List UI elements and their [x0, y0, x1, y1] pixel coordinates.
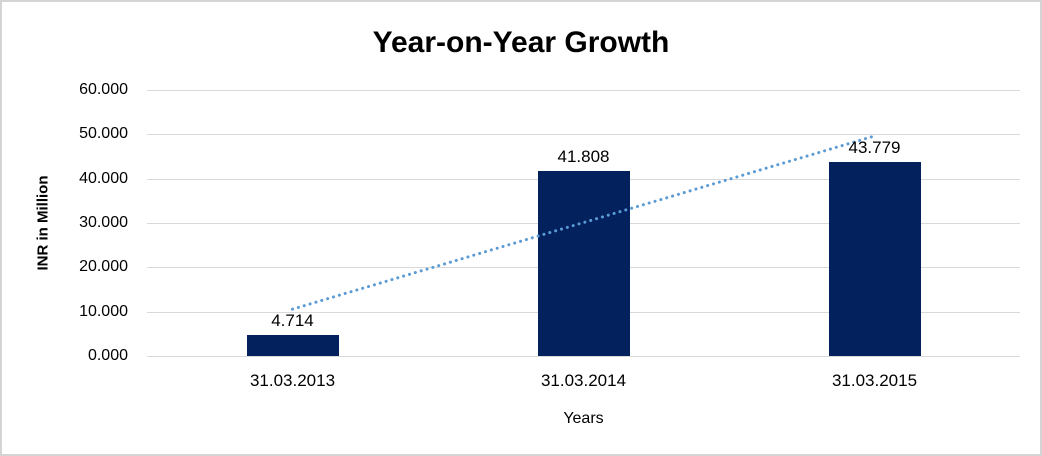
chart-title: Year-on-Year Growth	[372, 26, 670, 59]
x-axis-title: Years	[563, 410, 604, 427]
y-tick-label: 0.000	[87, 347, 128, 364]
gridline	[147, 134, 1020, 136]
x-tick-label: 31.03.2013	[249, 371, 336, 390]
y-tick-label: 50.000	[79, 125, 128, 143]
bar-data-label: 41.808	[557, 146, 610, 166]
bar	[246, 335, 339, 356]
y-tick-label: 20.000	[79, 258, 128, 276]
y-tick-label: 60.000	[79, 81, 128, 98]
y-tick-label: 40.000	[79, 169, 128, 187]
bar-data-label: 43.779	[848, 137, 901, 157]
gridline	[147, 90, 1020, 91]
y-tick-label: 10.000	[79, 302, 128, 320]
bar	[537, 170, 630, 356]
x-tick-label: 31.03.2015	[831, 371, 918, 390]
bar-data-label: 4.714	[271, 311, 314, 331]
gridline	[147, 356, 1020, 357]
bar	[828, 161, 921, 356]
x-tick-label: 31.03.2014	[540, 371, 627, 390]
y-tick-label: 30.000	[79, 214, 128, 231]
